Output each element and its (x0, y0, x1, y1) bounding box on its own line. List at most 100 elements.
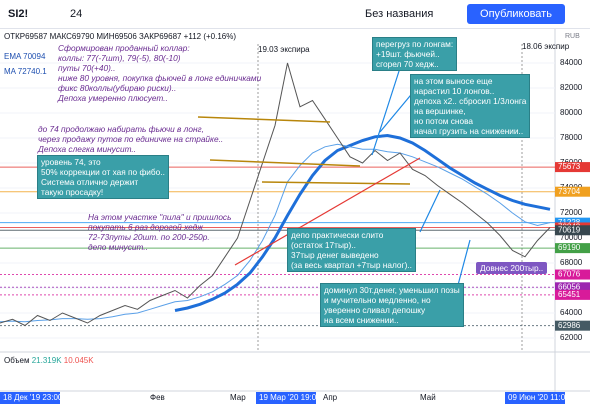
annotation-line: до 74 продолжаю набирать фьючи в лонг, (38, 124, 204, 134)
price-label-bg (555, 162, 590, 173)
y-tick-label: 62000 (560, 333, 583, 342)
annotation-line: сгорел 70 хедж.. (376, 59, 439, 69)
price-label: 66056 (558, 282, 581, 291)
arrow (234, 157, 421, 266)
annotation: На этом участке "пила" и пришлось покупат… (88, 212, 231, 252)
arrow (209, 159, 361, 167)
annotation-line: 50% коррекции от хая по фибо.. (41, 167, 165, 177)
time-highlight (505, 392, 565, 404)
time-label: 18 Дек '19 23:00 (3, 393, 63, 402)
annotation-line: через продажу путов по единичке на страй… (38, 134, 224, 144)
annotation-line: начал грузить на снижении.. (414, 126, 524, 136)
ma-label: MA (4, 67, 16, 76)
price-label-bg (555, 282, 590, 293)
ema-legend: EMA 70094 (4, 52, 45, 61)
y-tick-label: 82000 (560, 83, 583, 92)
annotation-line: 37тыр денег выведено (291, 250, 379, 260)
currency: RUB (565, 33, 580, 40)
arrow (197, 116, 331, 123)
y-tick-label: 80000 (560, 108, 583, 117)
annotation-line: перегруз по лонгам: (376, 39, 454, 49)
arrow (261, 181, 411, 185)
annotation-line: (за весь квартал +7тыр налог).. (291, 260, 412, 270)
interval[interactable]: 24 (70, 8, 83, 20)
price-label: 65451 (558, 290, 581, 299)
volume-legend: Объем 21.319K 10.045K (4, 356, 94, 365)
annotation-line: на всем снижении.. (324, 315, 399, 325)
expiry-label: 18.06 экспир (522, 42, 570, 51)
annotation: до 74 продолжаю набирать фьючи в лонг, че… (38, 124, 223, 154)
y-tick-label: 64000 (560, 308, 583, 317)
annotation-line: Сформирован проданный коллар: (58, 43, 190, 53)
annotation-line: Система отлично держит (41, 177, 139, 187)
price-label: 69190 (558, 243, 581, 252)
arrow (371, 67, 401, 156)
y-tick-label: 72000 (560, 208, 583, 217)
time-highlight (0, 392, 60, 404)
time-label: Май (420, 393, 436, 402)
y-tick-label: 78000 (560, 133, 583, 142)
annotation: Довнес 200тыр.. (476, 262, 548, 274)
annotation-line: коллы: 77(-7шт), 79(-5), 80(-10) (58, 53, 181, 63)
annotation-line: но потом снова (414, 116, 474, 126)
ema-line (0, 143, 551, 323)
price-label: 75673 (558, 162, 581, 171)
symbol[interactable]: SI2! (8, 8, 29, 20)
annotation-line: Депоха слегка минусит.. (38, 144, 137, 154)
arrow (457, 239, 471, 286)
publish-button[interactable]: Опубликовать (467, 4, 565, 24)
ema-value: 70094 (23, 52, 46, 61)
annotation-line: Довнес 200тыр.. (480, 263, 544, 273)
price-label-bg (555, 269, 590, 280)
ma-legend: MA 72740.1 (4, 67, 47, 76)
annotation-line: (остаток 17тыр).. (291, 240, 356, 250)
annotation-line: депо минусит.. (88, 242, 148, 252)
annotation: депо практически слито (остаток 17тыр).. 3… (287, 228, 416, 272)
annotation-line: на вершинке, (414, 106, 466, 116)
toolbar: SI2! 24 Без названия Опубликовать (0, 0, 590, 29)
volume-label: Объем (4, 356, 30, 365)
time-label: Мар (230, 393, 246, 402)
volume-value: 10.045K (63, 356, 94, 365)
layout-name[interactable]: Без названия (365, 8, 434, 20)
annotation-line: фикс 80коллы(убираю риски).. (58, 83, 177, 93)
price-label-bg (555, 225, 590, 236)
price-label: 73704 (558, 187, 581, 196)
time-label: 19 Мар '20 19:00 (259, 393, 321, 402)
annotation: Сформирован проданный коллар: коллы: 77(-… (58, 43, 261, 103)
annotation: на этом выносе еще нарастил 10 лонгов.. де… (410, 74, 531, 138)
annotation-line: на этом выносе еще (414, 76, 493, 86)
y-tick-label: 84000 (560, 58, 583, 67)
annotation-line: депо практически слито (291, 230, 384, 240)
annotation-line: и мучительно медленно, но (324, 295, 431, 305)
time-label: Апр (323, 393, 338, 402)
price-label-bg (555, 289, 590, 300)
annotation-line: +19шт. фьючей.. (376, 49, 440, 59)
annotation-line: нарастил 10 лонгов.. (414, 86, 495, 96)
price-label: 67076 (558, 270, 581, 279)
y-tick-label: 70000 (560, 233, 583, 242)
annotation-line: Депоха умеренно плюсует.. (58, 93, 168, 103)
annotation: уровень 74, это 50% коррекции от хая по ф… (37, 155, 169, 199)
annotation: перегруз по лонгам: +19шт. фьючей.. сгорел… (372, 37, 458, 71)
price-label-bg (555, 320, 590, 331)
arrow (419, 189, 441, 233)
annotation-line: такую просадку! (41, 187, 104, 197)
time-label: Фев (150, 393, 165, 402)
time-highlight (256, 392, 316, 404)
price-label: 70619 (558, 225, 581, 234)
annotation-line: уверенно сливал депошку (324, 305, 426, 315)
price-label-bg (555, 243, 590, 254)
annotation-line: ниже 80 уровня, покупка фьючей в лонг ед… (58, 73, 262, 83)
price-label: 62986 (558, 321, 581, 330)
ma-value: 72740.1 (17, 67, 47, 76)
annotation-line: путы 70(+40).. (58, 63, 116, 73)
annotation-line: 72-73путы 20шт. по 200-250р. (88, 232, 210, 242)
expiry-label: 19.03 экспира (258, 45, 310, 54)
volume-value: 21.319K (31, 356, 62, 365)
price-label-bg (555, 186, 590, 197)
price-line (0, 62, 551, 327)
annotation-line: На этом участке "пила" и пришлось (88, 212, 232, 222)
annotation-line: уровень 74, это (41, 157, 101, 167)
